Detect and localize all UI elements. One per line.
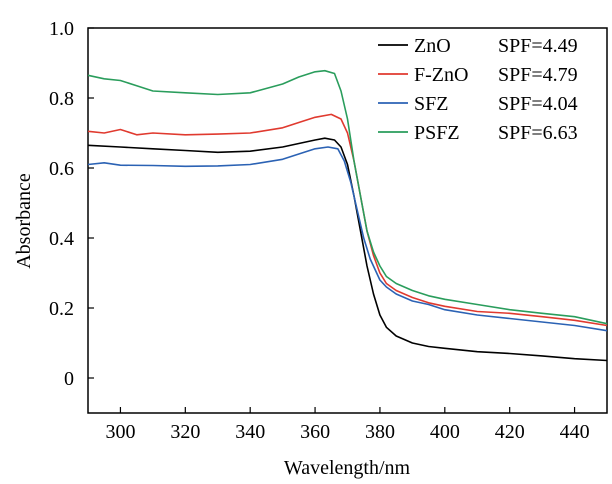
x-tick-label: 340 (235, 421, 265, 443)
y-tick-label: 1.0 (49, 18, 74, 40)
x-tick-label: 320 (170, 421, 200, 443)
y-tick-label: 0.4 (49, 228, 74, 250)
legend-spf-psfz: SPF=6.63 (498, 122, 578, 144)
legend-label-sfz: SFZ (414, 93, 448, 115)
legend-label-zno: ZnO (414, 35, 451, 57)
series-line-sfz (87, 146, 608, 332)
x-axis: 300 320 340 360 380 400 420 440 (105, 407, 590, 443)
plot-frame (87, 27, 608, 414)
series-line-f-zno (87, 113, 608, 327)
y-tick-label: 0 (64, 368, 74, 390)
legend-label-psfz: PSFZ (414, 122, 460, 144)
series-lines (87, 69, 608, 362)
legend: ZnO SPF=4.49 F-ZnO SPF=4.79 SFZ SPF=4.04 PSFZ S… (378, 35, 578, 144)
x-tick-label: 440 (560, 421, 590, 443)
legend-label-f-zno: F-ZnO (414, 64, 468, 86)
x-tick-label: 360 (300, 421, 330, 443)
y-axis: 0 0.2 0.4 0.6 0.8 1.0 (49, 18, 94, 390)
x-tick-label: 380 (365, 421, 395, 443)
legend-spf-f-zno: SPF=4.79 (498, 64, 578, 86)
legend-spf-sfz: SPF=4.04 (498, 93, 578, 115)
series-line-psfz (87, 69, 608, 325)
x-tick-label: 400 (430, 421, 460, 443)
plot-area (87, 27, 608, 414)
x-tick-label: 300 (105, 421, 135, 443)
y-tick-label: 0.6 (49, 158, 74, 180)
y-tick-label: 0.8 (49, 88, 74, 110)
x-tick-label: 420 (495, 421, 525, 443)
y-tick-label: 0.2 (49, 298, 74, 320)
x-axis-title: Wavelength/nm (284, 457, 411, 479)
y-axis-title: Absorbance (13, 173, 35, 269)
legend-spf-zno: SPF=4.49 (498, 35, 578, 57)
